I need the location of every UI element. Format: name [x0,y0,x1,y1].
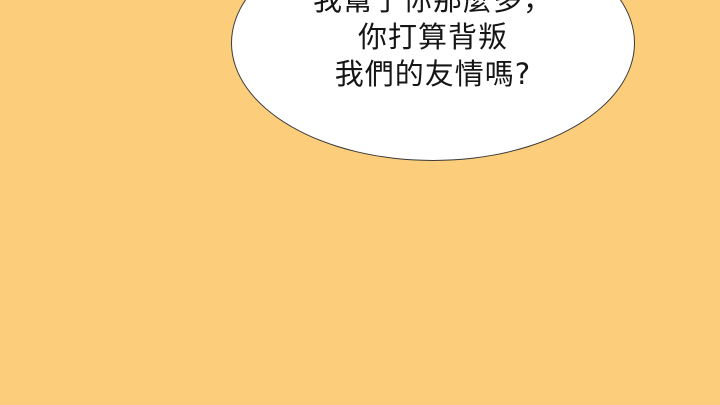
speech-line-1: 我幫了你那麼多， [312,0,553,17]
speech-bubble-text: 我幫了你那麼多， 你打算背叛 我們的友情嗎? [231,0,635,93]
speech-line-3: 我們的友情嗎? [334,57,532,91]
speech-line-2: 你打算背叛 [357,20,508,54]
